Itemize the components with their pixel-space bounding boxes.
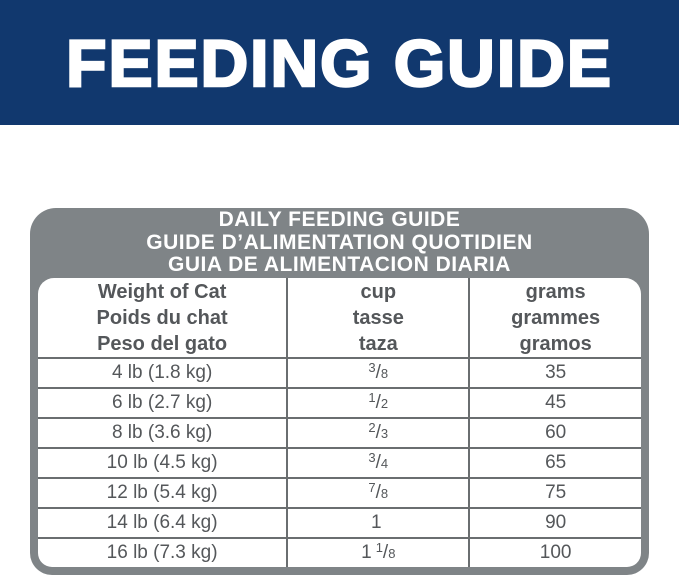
cup-fraction-numerator: 3 (368, 449, 376, 465)
cup-fraction-denominator: 3 (380, 425, 389, 441)
table-row: 6 lb (2.7 kg) 1/2 45 (38, 389, 641, 419)
weight-value: 10 lb (4.5 kg) (106, 452, 218, 473)
cup-fraction-numerator: 3 (368, 359, 376, 375)
cup-fraction-numerator: 7 (368, 479, 376, 495)
fraction-slash: / (375, 452, 381, 473)
weight-value: 4 lb (1.8 kg) (111, 362, 213, 383)
cup-cell: 7/8 (288, 479, 471, 507)
fraction-slash: / (375, 362, 381, 383)
cup-cell: 3/4 (288, 449, 471, 477)
weight-value: 14 lb (6.4 kg) (106, 512, 218, 533)
grams-header-line-en: grams (525, 280, 586, 303)
card-title-line-es: GUIA DE ALIMENTACION DIARIA (168, 253, 511, 277)
cup-cell: 1/2 (288, 389, 471, 417)
cup-fraction-denominator: 8 (380, 365, 389, 381)
grams-value: 35 (545, 362, 567, 383)
fraction-slash: / (375, 482, 381, 503)
card-title: DAILY FEEDING GUIDE GUIDE D’ALIMENTATION… (38, 208, 641, 278)
daily-feeding-guide-card: DAILY FEEDING GUIDE GUIDE D’ALIMENTATION… (30, 208, 649, 575)
grams-value: 45 (545, 392, 567, 413)
grams-cell: 75 (470, 479, 641, 507)
cup-cell: 2/3 (288, 419, 471, 447)
table-row: 8 lb (3.6 kg) 2/3 60 (38, 419, 641, 449)
weight-header-line-fr: Poids du chat (96, 306, 228, 329)
weight-cell: 12 lb (5.4 kg) (38, 479, 289, 507)
table-body: 4 lb (1.8 kg) 3/8 35 6 lb (2.7 kg) 1/2 45 8 lb… (38, 359, 641, 567)
table-row: 16 lb (7.3 kg) 1 1/8 100 (38, 539, 641, 567)
cup-fraction-denominator: 8 (380, 485, 389, 501)
grams-cell: 45 (470, 389, 641, 417)
cup-fraction-numerator: 2 (368, 419, 376, 435)
cup-header-line-fr: tasse (352, 306, 404, 329)
cup-cell: 3/8 (288, 359, 471, 387)
fraction-slash: / (375, 392, 381, 413)
table-row: 10 lb (4.5 kg) 3/4 65 (38, 449, 641, 479)
weight-cell: 16 lb (7.3 kg) (38, 539, 289, 567)
cup-header-line-en: cup (360, 280, 397, 303)
grams-cell: 35 (470, 359, 641, 387)
weight-cell: 10 lb (4.5 kg) (38, 449, 289, 477)
weight-cell: 14 lb (6.4 kg) (38, 509, 289, 537)
grams-column-header: grams grammes gramos (470, 278, 641, 357)
grams-value: 75 (545, 482, 567, 503)
grams-value: 65 (545, 452, 567, 473)
table-row: 4 lb (1.8 kg) 3/8 35 (38, 359, 641, 389)
fraction-slash: / (375, 422, 381, 443)
grams-value: 60 (545, 422, 567, 443)
grams-cell: 100 (470, 539, 641, 567)
cup-whole-value: 1 (370, 512, 382, 533)
cup-column-header: cup tasse taza (288, 278, 471, 357)
cup-cell: 1 (288, 509, 471, 537)
feeding-table: Weight of Cat Poids du chat Peso del gat… (38, 278, 641, 567)
cup-fraction-denominator: 4 (380, 455, 389, 471)
grams-header-line-fr: grammes (511, 306, 601, 329)
weight-header-line-en: Weight of Cat (97, 280, 227, 303)
cup-fraction-denominator: 8 (388, 545, 396, 561)
weight-column-header: Weight of Cat Poids du chat Peso del gat… (38, 278, 289, 357)
card-title-line-en: DAILY FEEDING GUIDE (218, 208, 461, 232)
grams-cell: 90 (470, 509, 641, 537)
cup-header-line-es: taza (358, 332, 398, 355)
weight-cell: 6 lb (2.7 kg) (38, 389, 289, 417)
grams-cell: 65 (470, 449, 641, 477)
weight-value: 12 lb (5.4 kg) (106, 482, 218, 503)
weight-cell: 8 lb (3.6 kg) (38, 419, 289, 447)
feeding-guide-banner: FEEDING GUIDE (0, 0, 679, 125)
grams-value: 90 (545, 512, 567, 533)
weight-value: 16 lb (7.3 kg) (106, 542, 218, 563)
table-row: 14 lb (6.4 kg) 1 90 (38, 509, 641, 539)
cup-cell: 1 1/8 (288, 539, 471, 567)
card-title-line-fr: GUIDE D’ALIMENTATION QUOTIDIEN (146, 230, 533, 254)
weight-value: 6 lb (2.7 kg) (111, 392, 213, 413)
weight-header-line-es: Peso del gato (97, 332, 228, 355)
weight-cell: 4 lb (1.8 kg) (38, 359, 289, 387)
cup-whole-value: 1 (361, 542, 372, 563)
cup-fraction-numerator: 1 (375, 539, 383, 555)
table-row: 12 lb (5.4 kg) 7/8 75 (38, 479, 641, 509)
cup-fraction-denominator: 2 (380, 395, 389, 411)
fraction-slash: / (382, 542, 389, 563)
grams-header-line-es: gramos (519, 332, 592, 355)
page-title: FEEDING GUIDE (65, 24, 613, 101)
weight-value: 8 lb (3.6 kg) (111, 422, 213, 443)
grams-cell: 60 (470, 419, 641, 447)
grams-value: 100 (539, 542, 572, 563)
table-header-row: Weight of Cat Poids du chat Peso del gat… (38, 278, 641, 359)
cup-fraction-numerator: 1 (368, 389, 376, 405)
